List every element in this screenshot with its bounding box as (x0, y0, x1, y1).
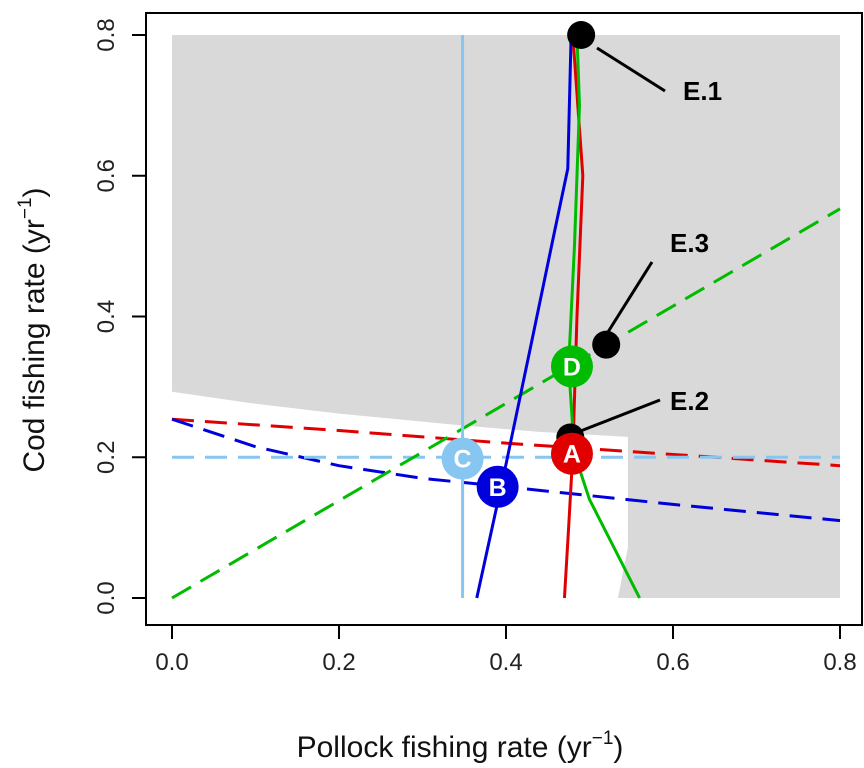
equilibrium-marker (441, 437, 484, 480)
equilibrium-marker (550, 345, 593, 388)
callout-point (592, 330, 621, 359)
x-tick-label: 0.4 (489, 649, 522, 676)
solid-series-line (567, 34, 641, 599)
dashed-series-line (171, 417, 841, 468)
x-axis-title: Pollock fishing rate (yr−1) (297, 728, 624, 764)
dashed-series-line (171, 417, 841, 523)
equilibrium-marker (476, 465, 519, 508)
callouts: E.1 E.2 E.3 CB A D (441, 21, 722, 508)
equilibrium-marker (550, 432, 593, 475)
x-tick-label: 0.8 (823, 649, 856, 676)
x-tick-label: 0.2 (322, 649, 355, 676)
axes: 0.0 0.2 0.4 0.6 0.8 0.0 0.2 0.4 0.6 0.8 (93, 18, 857, 676)
callout-label: E.2 (670, 386, 709, 416)
equilibrium-marker-label: C (454, 446, 472, 474)
y-tick-label: 0.2 (93, 441, 120, 474)
equilibrium-marker-label: D (563, 353, 581, 381)
x-tick-label: 0.0 (155, 649, 188, 676)
y-tick-label: 0.0 (93, 581, 120, 614)
callout-leader-line (606, 261, 654, 333)
y-tick-label: 0.6 (93, 159, 120, 192)
callout-label: E.3 (670, 228, 709, 258)
callout-leader-line (577, 398, 661, 434)
dashed-series-line (171, 207, 841, 600)
equilibrium-marker-label: B (489, 474, 507, 502)
y-axis-title: Cod fishing rate (yr−1) (15, 187, 51, 472)
callout-label: E.1 (683, 76, 722, 106)
y-tick-label: 0.8 (93, 18, 120, 51)
y-tick-label: 0.4 (93, 300, 120, 333)
plot-content (171, 34, 841, 600)
equilibrium-marker-label: A (563, 441, 581, 469)
callout-point (567, 21, 596, 49)
x-tick-label: 0.6 (656, 649, 689, 676)
callout-leader-line (596, 46, 666, 93)
shaded-region (172, 35, 840, 598)
